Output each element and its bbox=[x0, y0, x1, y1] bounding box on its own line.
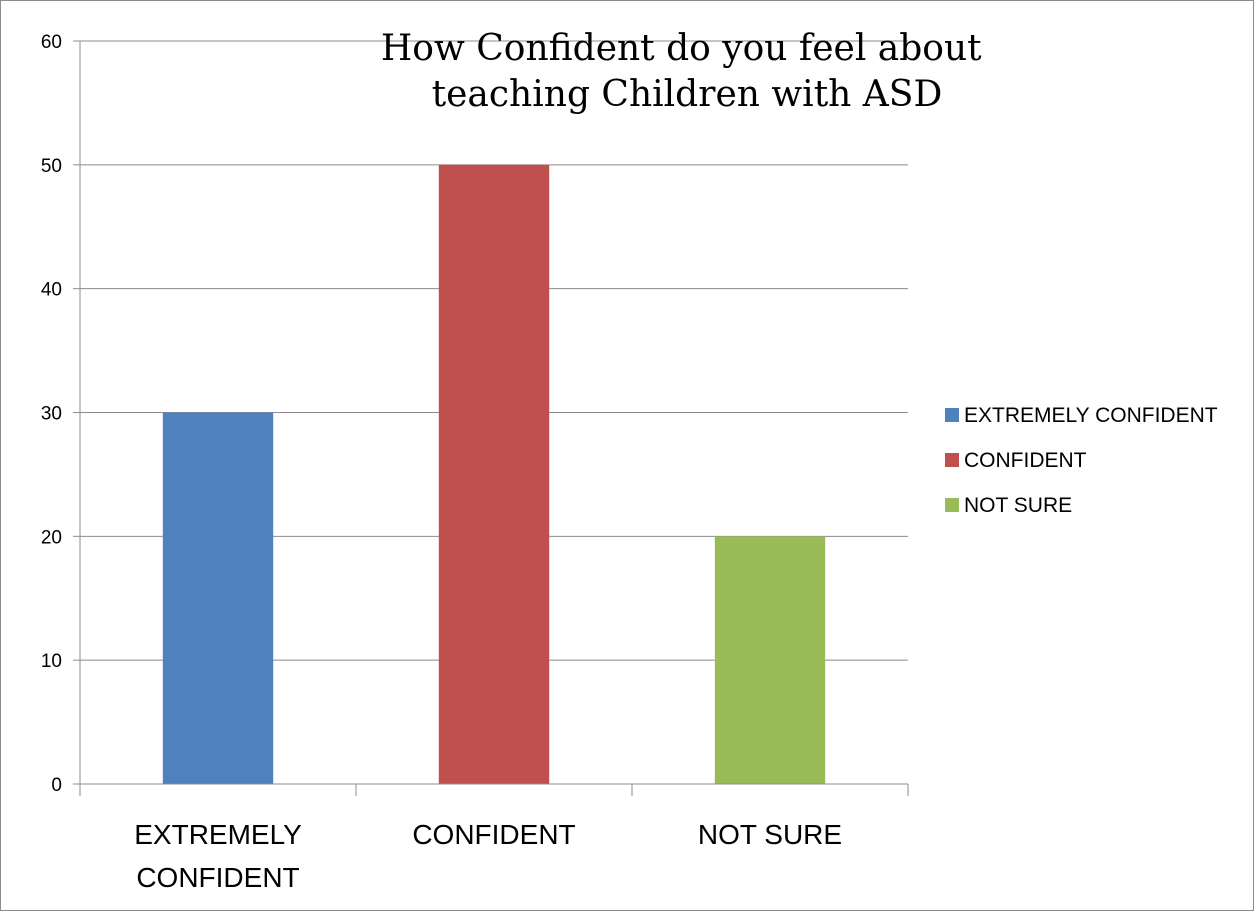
y-tick-label: 0 bbox=[51, 775, 62, 796]
y-tick-label: 40 bbox=[41, 280, 62, 301]
x-category-labels: EXTREMELY CONFIDENT CONFIDENT NOT SURE bbox=[134, 819, 842, 893]
legend-swatch bbox=[945, 408, 959, 422]
x-category-label: CONFIDENT bbox=[412, 819, 575, 850]
legend-swatch bbox=[945, 498, 959, 512]
legend-label: NOT SURE bbox=[964, 494, 1072, 517]
x-category-label: NOT SURE bbox=[698, 819, 842, 850]
bars bbox=[162, 164, 826, 785]
chart-title-line-1: How Confident do you feel about bbox=[381, 28, 982, 69]
bar-confident bbox=[438, 164, 550, 785]
y-tick-label: 20 bbox=[41, 527, 62, 548]
y-tick-label: 50 bbox=[41, 156, 62, 177]
y-tick-label: 30 bbox=[41, 404, 62, 425]
x-category-label: EXTREMELY bbox=[134, 819, 302, 850]
legend: EXTREMELY CONFIDENT CONFIDENT NOT SURE bbox=[945, 404, 1218, 517]
y-tick-labels: 0 10 20 30 40 50 60 bbox=[41, 32, 62, 796]
legend-swatch bbox=[945, 453, 959, 467]
y-tick-label: 10 bbox=[41, 651, 62, 672]
axes bbox=[73, 40, 909, 796]
legend-label: EXTREMELY CONFIDENT bbox=[964, 404, 1218, 427]
y-tick-label: 60 bbox=[41, 32, 62, 53]
bar-extremely-confident bbox=[162, 412, 274, 784]
legend-label: CONFIDENT bbox=[964, 449, 1087, 472]
chart-title: How Confident do you feel about teaching… bbox=[381, 28, 993, 115]
chart-title-line-2: teaching Children with ASD bbox=[432, 74, 943, 115]
x-category-label: CONFIDENT bbox=[136, 862, 299, 893]
bar-not-sure bbox=[714, 536, 826, 784]
